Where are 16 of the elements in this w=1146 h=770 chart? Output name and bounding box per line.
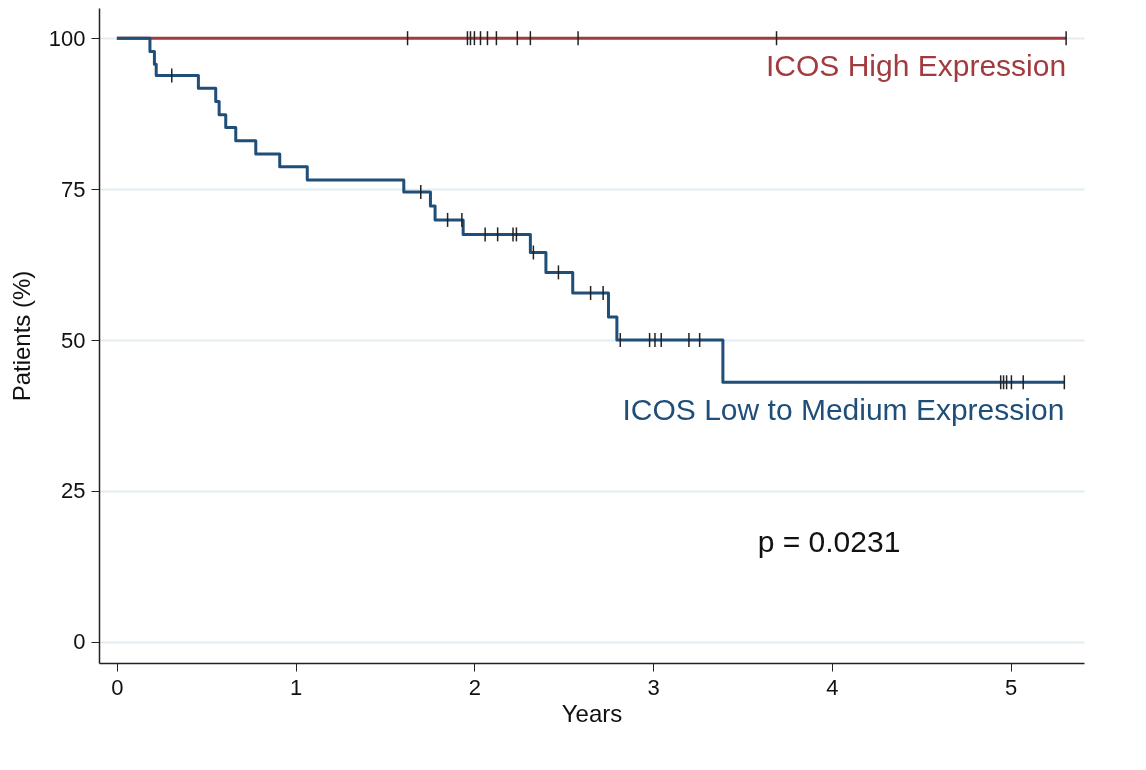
x-tick-label: 1 bbox=[290, 674, 303, 700]
y-tick-label: 75 bbox=[61, 176, 86, 202]
y-tick-label: 50 bbox=[61, 327, 86, 353]
x-axis-title: Years bbox=[561, 699, 623, 727]
y-tick-label: 25 bbox=[61, 478, 86, 504]
annotation: p = 0.0231 bbox=[757, 525, 901, 558]
x-tick-label: 4 bbox=[826, 674, 839, 700]
x-tick-label: 0 bbox=[111, 674, 124, 700]
y-tick-label: 0 bbox=[73, 629, 86, 655]
y-axis-title: Patients (%) bbox=[7, 270, 35, 402]
series-label: ICOS Low to Medium Expression bbox=[622, 393, 1065, 427]
x-tick-label: 5 bbox=[1005, 674, 1018, 700]
x-tick-label: 2 bbox=[468, 674, 482, 700]
series-label: ICOS High Expression bbox=[766, 49, 1067, 83]
x-tick-label: 3 bbox=[647, 674, 660, 700]
y-tick-label: 100 bbox=[48, 25, 86, 51]
